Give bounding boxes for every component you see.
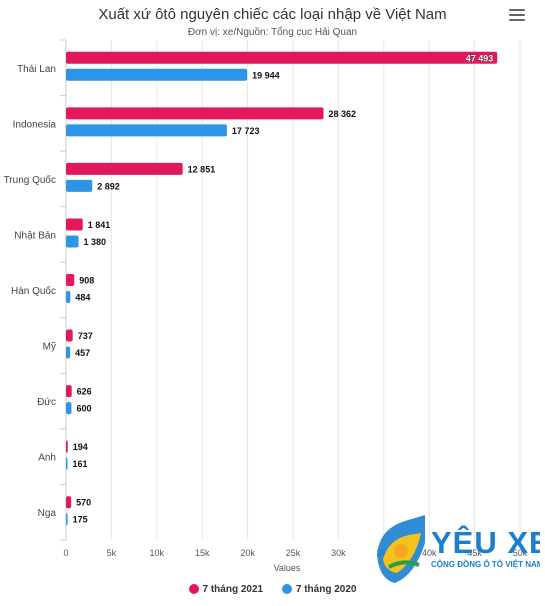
category-label: Trung Quốc	[4, 174, 56, 186]
watermark-tagline: CỘNG ĐỒNG Ô TÔ VIỆT NAM	[431, 559, 540, 569]
data-label: 570	[76, 498, 91, 508]
category-label: Anh	[38, 453, 56, 464]
legend-item-2021[interactable]: 7 tháng 2021	[188, 584, 264, 595]
data-label: 457	[75, 348, 90, 358]
data-label: 600	[76, 404, 91, 414]
bar-2021	[66, 274, 75, 286]
bar-2020	[66, 291, 71, 303]
bar-2021	[66, 107, 324, 120]
data-label: 484	[75, 293, 90, 303]
legend-label-2020: 7 tháng 2020	[295, 584, 357, 595]
bar-2021	[66, 162, 183, 175]
legend-label-2021: 7 tháng 2021	[202, 584, 264, 595]
x-tick-label: 15k	[195, 548, 210, 558]
data-label: 47 493	[466, 53, 494, 63]
x-tick-label: 25k	[286, 548, 301, 558]
category-label: Mỹ	[43, 342, 56, 353]
data-label: 17 723	[232, 126, 260, 136]
bar-2021	[66, 440, 68, 453]
bar-2020	[66, 402, 72, 415]
x-tick-label: 10k	[150, 548, 165, 558]
data-label: 175	[73, 515, 88, 525]
bar-2021	[66, 329, 73, 342]
data-label: 737	[78, 331, 93, 341]
data-label: 1 380	[84, 237, 107, 247]
bar-2021	[66, 385, 72, 398]
data-label: 28 362	[329, 109, 357, 119]
bar-2020	[66, 124, 227, 137]
chart-title: Xuất xứ ôtô nguyên chiếc các loại nhập v…	[98, 6, 447, 23]
legend-item-2020[interactable]: 7 tháng 2020	[281, 584, 357, 595]
data-label: 12 851	[188, 164, 216, 174]
legend-marker-2021	[188, 584, 199, 595]
legend-marker-2020	[281, 584, 292, 595]
bar-2021	[66, 218, 83, 231]
bar-2020	[66, 68, 248, 81]
hamburger-menu-icon[interactable]	[509, 9, 525, 23]
x-tick-label: 30k	[331, 548, 346, 558]
data-label: 161	[73, 459, 88, 469]
chart-legend: 7 tháng 2021 7 tháng 2020	[0, 584, 545, 595]
x-tick-label: 5k	[107, 548, 117, 558]
bar-2020	[66, 235, 79, 248]
category-label: Đức	[37, 397, 56, 408]
bar-2021	[66, 496, 72, 509]
bar-2020	[66, 457, 68, 470]
data-label: 626	[77, 387, 92, 397]
x-axis-title: Values	[274, 563, 301, 573]
category-label: Nga	[38, 508, 57, 519]
x-tick-label: 45k	[467, 548, 482, 558]
data-label: 194	[73, 442, 88, 452]
yeuxe-logo: YÊU XE CỘNG ĐỒNG Ô TÔ VIỆT NAM	[377, 515, 540, 583]
data-label: 2 892	[97, 181, 120, 191]
data-label: 19 944	[252, 70, 280, 80]
bar-2020	[66, 179, 93, 192]
bar-2021	[66, 51, 498, 64]
x-tick-label: 20k	[240, 548, 255, 558]
data-label: 908	[79, 276, 94, 286]
category-label: Nhật Bản	[14, 230, 56, 241]
chart-subtitle: Đơn vị: xe/Nguồn: Tổng cục Hải Quan	[187, 27, 358, 38]
category-label: Indonesia	[13, 119, 57, 130]
data-label: 1 841	[88, 220, 111, 230]
x-tick-label: 0	[63, 548, 68, 558]
watermark-brand: YÊU XE	[431, 524, 540, 560]
x-tick-label: 40k	[422, 548, 437, 558]
bar-2020	[66, 513, 68, 526]
x-tick-label: 50k	[513, 548, 528, 558]
category-label: Hàn Quốc	[11, 285, 56, 297]
category-label: Thái Lan	[17, 64, 56, 75]
bar-2020	[66, 346, 71, 359]
